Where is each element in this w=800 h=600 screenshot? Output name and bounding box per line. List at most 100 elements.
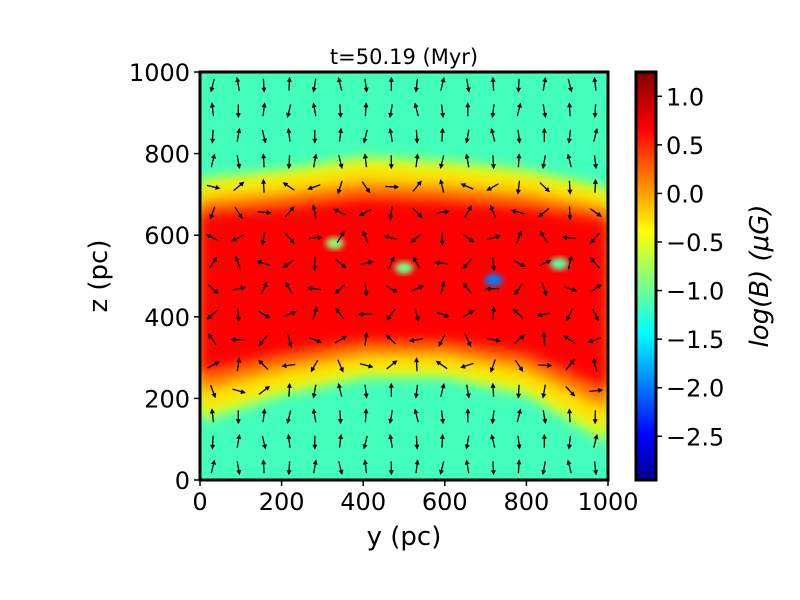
quiver-arrow: [439, 179, 445, 193]
quiver-arrow: [540, 231, 548, 244]
quiver-arrow: [566, 129, 572, 144]
chart-title: t=50.19 (Myr): [330, 45, 478, 69]
quiver-arrow-head: [209, 87, 215, 93]
quiver-arrow-head: [363, 408, 369, 414]
quiver-arrow: [209, 206, 216, 220]
quiver-arrow: [286, 461, 292, 476]
quiver-arrow: [541, 384, 547, 399]
quiver-arrow: [541, 433, 547, 448]
quiver-arrow: [489, 204, 497, 219]
quiver-arrow-head: [516, 459, 522, 465]
quiver-arrow: [236, 461, 242, 476]
quiver-arrow: [462, 282, 473, 294]
quiver-arrow: [464, 129, 470, 144]
quiver-arrow-head: [547, 362, 553, 368]
quiver-arrow: [338, 155, 344, 169]
quiver-arrow-head: [440, 281, 446, 287]
quiver-arrow: [385, 334, 397, 345]
quiver-arrow: [286, 382, 292, 397]
quiver-arrow: [388, 127, 394, 142]
quiver-arrow: [593, 434, 599, 448]
quiver-arrow-head: [593, 128, 599, 134]
y-axis-ticks: 0 200 400 600 800 1000: [129, 59, 200, 495]
quiver-arrow: [286, 104, 292, 118]
quiver-layer: [205, 76, 604, 476]
quiver-arrow: [440, 77, 446, 91]
quiver-arrow: [593, 461, 599, 476]
quiver-arrow-head: [388, 418, 394, 425]
quiver-arrow-head: [339, 231, 345, 237]
quiver-arrow-head: [592, 113, 598, 119]
quiver-arrow: [232, 388, 246, 394]
quiver-arrow-head: [464, 444, 470, 450]
quiver-arrow-head: [337, 113, 343, 119]
quiver-arrow: [490, 382, 496, 397]
quiver-arrow-head: [236, 163, 242, 170]
quiver-arrow-head: [538, 212, 544, 218]
quiver-arrow-head: [567, 408, 573, 414]
quiver-arrow: [208, 333, 217, 346]
quiver-arrow: [258, 359, 269, 371]
quiver-arrow: [464, 334, 472, 347]
quiver-arrow-head: [566, 138, 572, 144]
quiver-arrow-head: [289, 238, 295, 244]
quiver-arrow: [334, 284, 346, 295]
quiver-arrow: [413, 384, 419, 399]
quiver-arrow-head: [312, 138, 318, 144]
quiver-arrow: [515, 230, 523, 244]
quiver-arrow: [311, 408, 317, 423]
quiver-arrow: [287, 333, 293, 348]
quiver-arrow-head: [516, 393, 522, 399]
quiver-arrow: [206, 309, 218, 320]
quiver-arrow-head: [261, 87, 267, 93]
quiver-arrow: [589, 284, 602, 293]
quiver-arrow-head: [468, 237, 475, 243]
quiver-arrow: [258, 385, 271, 395]
quiver-arrow: [490, 128, 496, 142]
quiver-arrow-head: [311, 204, 317, 210]
quiver-arrow: [359, 260, 374, 266]
quiver-arrow-head: [594, 315, 599, 322]
quiver-arrow-head: [566, 459, 572, 465]
quiver-arrow: [234, 255, 241, 270]
quiver-arrow-head: [262, 138, 267, 144]
quiver-arrow-head: [213, 288, 219, 294]
quiver-arrow: [592, 76, 598, 91]
quiver-arrow: [335, 258, 347, 269]
colorbar-tick-label: −1.0: [666, 278, 724, 306]
quiver-arrow: [235, 410, 241, 425]
quiver-arrow-head: [388, 76, 394, 82]
quiver-arrow-head: [440, 112, 446, 119]
quiver-arrow: [514, 359, 524, 372]
quiver-arrow: [308, 235, 323, 240]
quiver-arrow: [486, 183, 499, 191]
quiver-arrow-head: [362, 230, 367, 236]
quiver-arrow-head: [307, 185, 313, 191]
quiver-arrow: [363, 102, 369, 117]
quiver-arrow: [308, 336, 323, 344]
quiver-arrow-head: [388, 214, 394, 221]
quiver-arrow: [464, 205, 472, 218]
quiver-arrow-head: [338, 469, 344, 475]
quiver-arrow-head: [490, 434, 495, 440]
quiver-arrow: [440, 410, 446, 425]
quiver-arrow: [359, 363, 374, 369]
quiver-arrow-head: [317, 235, 323, 240]
quiver-arrow-head: [490, 470, 496, 476]
heatmap-field: [200, 72, 608, 480]
quiver-arrow-head: [563, 335, 569, 341]
quiver-arrow: [261, 102, 267, 117]
quiver-arrow-head: [462, 263, 468, 269]
quiver-arrow-head: [439, 179, 444, 185]
quiver-arrow-head: [286, 433, 292, 440]
quiver-arrow: [460, 362, 474, 369]
quiver-arrow: [439, 231, 445, 246]
quiver-arrow: [286, 155, 292, 170]
quiver-arrow: [362, 230, 369, 244]
quiver-arrow-head: [536, 312, 542, 318]
quiver-arrow: [312, 306, 318, 321]
quiver-arrow: [567, 255, 573, 270]
quiver-arrow-head: [286, 76, 292, 82]
quiver-arrow-head: [312, 444, 318, 450]
x-axis-ticks: 0 200 400 600 800 1000: [192, 480, 639, 516]
